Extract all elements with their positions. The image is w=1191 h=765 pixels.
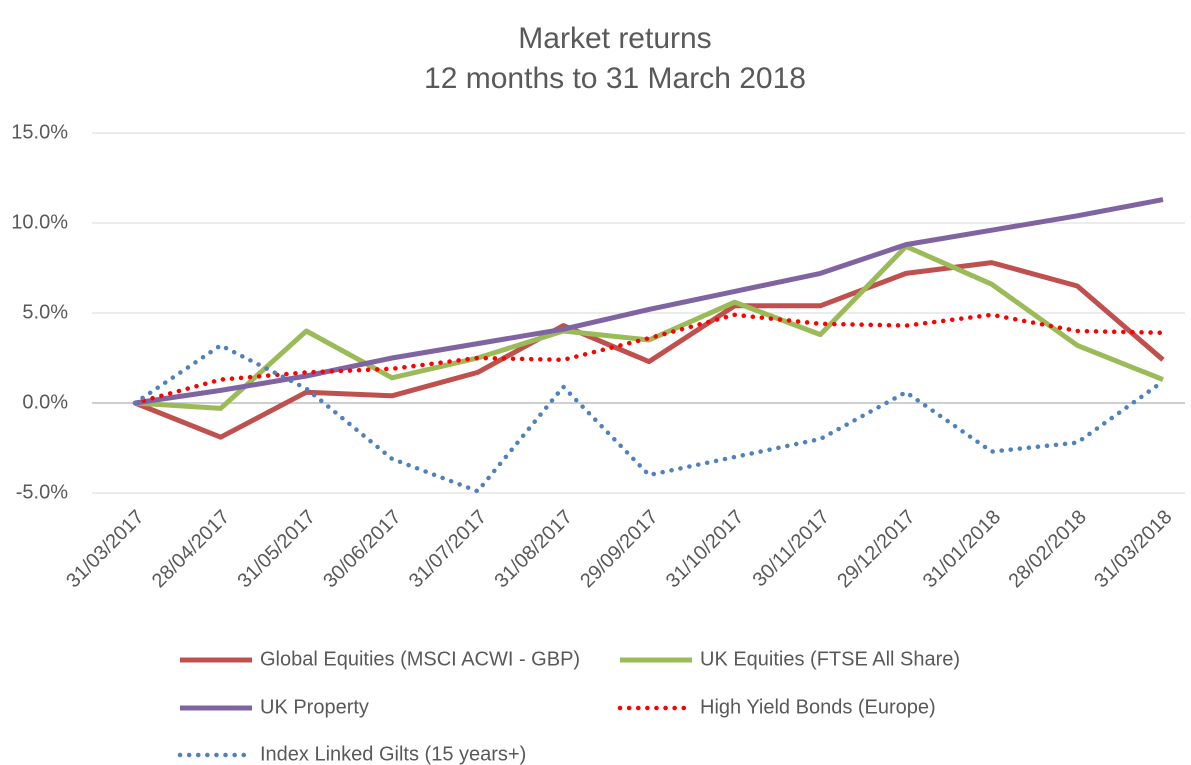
x-tick-label: 30/11/2017 <box>749 506 834 591</box>
legend-label: UK Equities (FTSE All Share) <box>700 648 960 670</box>
x-tick-label: 29/09/2017 <box>576 506 662 592</box>
x-tick-label: 28/02/2018 <box>1005 506 1091 592</box>
chart-title: Market returns <box>518 22 711 55</box>
chart-subtitle: 12 months to 31 March 2018 <box>424 62 806 95</box>
x-tick-label: 31/01/2018 <box>919 506 1005 592</box>
x-tick-label: 31/07/2017 <box>405 506 491 592</box>
y-tick-label: -5.0% <box>16 481 68 503</box>
x-tick-label: 31/05/2017 <box>234 506 320 592</box>
series-line <box>134 197 1164 406</box>
legend-label: Global Equities (MSCI ACWI - GBP) <box>260 648 580 670</box>
legend-label: High Yield Bonds (Europe) <box>700 696 936 718</box>
x-tick-label: 30/06/2017 <box>319 506 405 592</box>
y-tick-label: 15.0% <box>11 121 68 143</box>
x-tick-label: 31/08/2017 <box>491 506 577 592</box>
x-tick-label: 31/03/2018 <box>1090 506 1176 592</box>
x-tick-label: 29/12/2017 <box>833 506 919 592</box>
x-tick-label: 28/04/2017 <box>148 506 234 592</box>
series-line <box>134 243 1164 411</box>
series-line <box>132 312 1166 406</box>
y-tick-label: 0.0% <box>22 391 68 413</box>
y-tick-label: 5.0% <box>22 301 68 323</box>
legend-label: UK Property <box>260 696 369 718</box>
y-tick-label: 10.0% <box>11 211 68 233</box>
x-tick-label: 31/10/2017 <box>662 506 748 592</box>
x-tick-label: 31/03/2017 <box>62 506 148 592</box>
legend-label: Index Linked Gilts (15 years+) <box>260 743 526 765</box>
series-line <box>132 342 1166 494</box>
series-line <box>134 260 1165 440</box>
